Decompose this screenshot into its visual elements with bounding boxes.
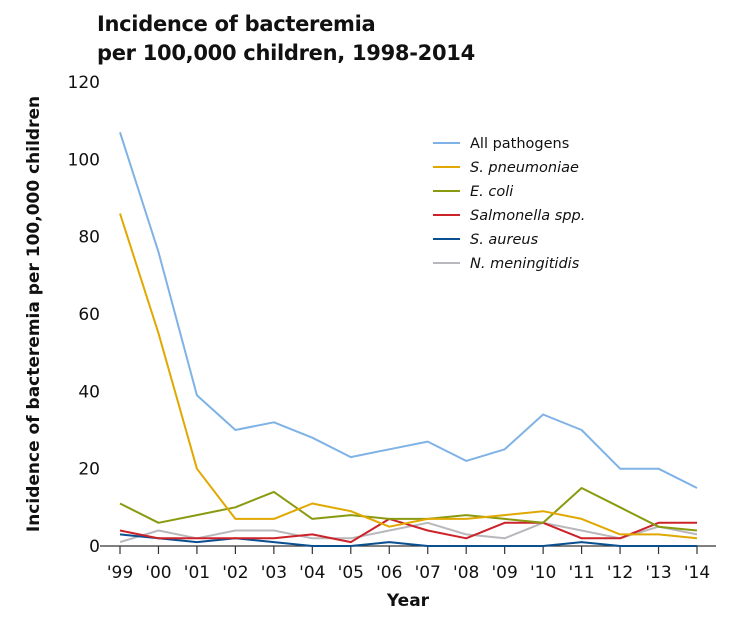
legend-label: Salmonella spp. (470, 208, 585, 224)
x-tick-label: '01 (184, 563, 210, 583)
series-line-e-coli (119, 487, 698, 532)
legend-label: S. aureus (470, 232, 539, 248)
x-axis-label: Year (386, 591, 430, 611)
y-tick-label: 80 (78, 228, 100, 248)
y-tick-label: 60 (78, 305, 100, 325)
x-tick-label: '09 (492, 563, 518, 583)
x-tick-label: '11 (568, 563, 594, 583)
x-tick-label: '04 (299, 563, 325, 583)
y-tick-label: 100 (68, 150, 100, 170)
y-tick-label: 120 (68, 73, 100, 93)
x-tick-label: '02 (222, 563, 248, 583)
x-tick-label: '14 (684, 563, 710, 583)
y-tick-label: 20 (78, 460, 100, 480)
x-tick-label: '10 (530, 563, 556, 583)
x-tick-label: '08 (453, 563, 479, 583)
x-tick-label: '12 (607, 563, 633, 583)
chart-title: Incidence of bacteremia per 100,000 chil… (97, 10, 475, 68)
y-tick-label: 0 (89, 537, 100, 557)
series-line-salmonella-spp- (119, 517, 697, 544)
x-tick-label: '07 (415, 563, 441, 583)
x-tick-label: '13 (645, 563, 671, 583)
chart-title-line-2: per 100,000 children, 1998-2014 (97, 41, 475, 65)
y-axis-label: Incidence of bacteremia per 100,000 chil… (24, 96, 44, 532)
series-line-all-pathogens (119, 131, 698, 489)
x-tick-label: '99 (107, 563, 133, 583)
legend-label: S. pneumoniae (470, 160, 579, 176)
legend-label: N. meningitidis (470, 256, 580, 272)
x-tick-label: '03 (261, 563, 287, 583)
series-line-n-meningitidis (119, 521, 698, 544)
x-tick-label: '06 (376, 563, 402, 583)
y-tick-label: 40 (78, 382, 100, 402)
series-line-s-aureus (119, 533, 697, 547)
legend-label: E. coli (470, 184, 513, 200)
x-tick-label: '05 (338, 563, 364, 583)
chart-title-line-1: Incidence of bacteremia (97, 12, 376, 36)
series-line-s-pneumoniae (119, 213, 698, 540)
legend-label: All pathogens (470, 136, 569, 152)
x-tick-label: '00 (145, 563, 171, 583)
